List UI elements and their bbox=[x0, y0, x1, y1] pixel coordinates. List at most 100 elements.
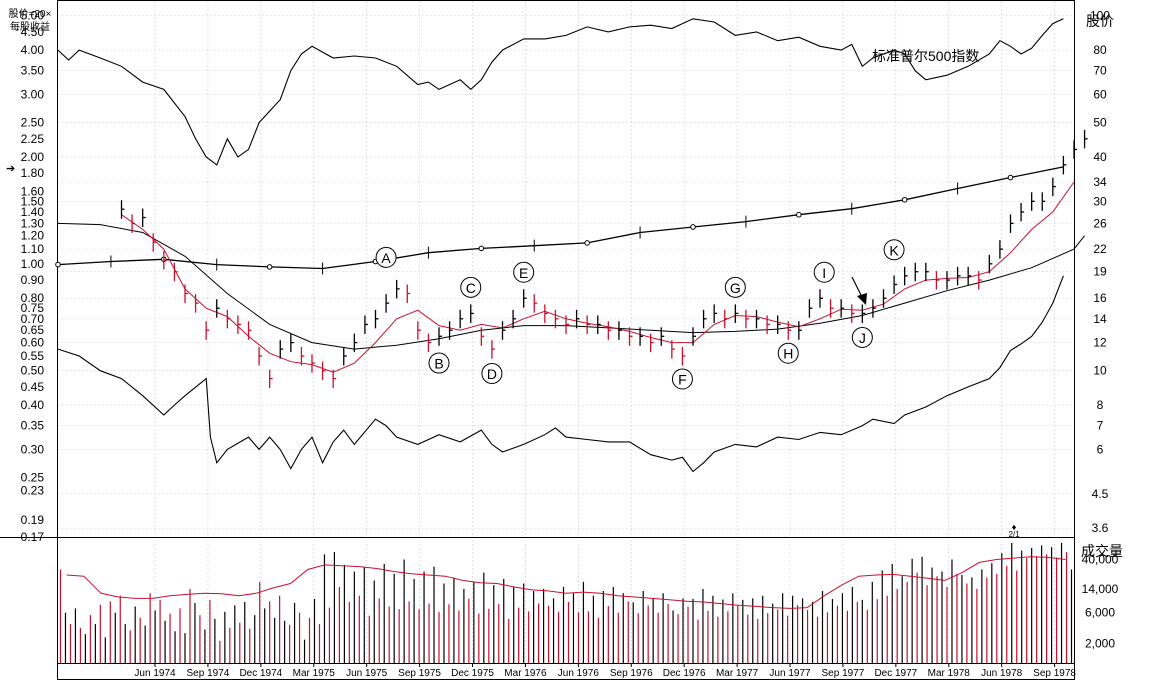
annotation-circle bbox=[460, 276, 482, 298]
x-tick-label: Jun 1978 bbox=[981, 668, 1023, 679]
left-tick-label: 1.20 bbox=[21, 229, 45, 243]
x-tick-label: Mar 1975 bbox=[293, 668, 336, 679]
left-tick-label: 0.75 bbox=[21, 301, 45, 315]
right-tick-label: 16 bbox=[1093, 291, 1107, 305]
annotation-label: A bbox=[381, 250, 391, 266]
right-tick-label: 8 bbox=[1097, 398, 1104, 412]
x-axis-ticks: Jun 1974 Sep 1974 Dec 1974 Mar 1975 Jun 1975… bbox=[134, 663, 1076, 679]
annotation-circle bbox=[513, 261, 535, 283]
annotation-label: B bbox=[434, 356, 443, 372]
left-tick-label: 0.17 bbox=[21, 530, 45, 544]
right-tick-label: 70 bbox=[1093, 64, 1107, 78]
annotation-circle bbox=[671, 368, 693, 390]
volume-title: 成交量 bbox=[1081, 543, 1123, 559]
k-arrow-head bbox=[857, 293, 867, 305]
left-tick-label: 1.50 bbox=[21, 194, 45, 208]
x-tick-label: Jun 1977 bbox=[769, 668, 811, 679]
volume-tick-label: 2,000 bbox=[1085, 637, 1115, 651]
x-tick-label: Sep 1976 bbox=[610, 668, 653, 679]
left-tick-label: 0.25 bbox=[21, 471, 45, 485]
moving-average-black bbox=[57, 222, 1085, 350]
eps-point bbox=[690, 224, 696, 230]
right-tick-label: 4.5 bbox=[1092, 487, 1109, 501]
left-tick-label: 0.50 bbox=[21, 364, 45, 378]
right-tick-label: 26 bbox=[1093, 216, 1107, 230]
k-arrow-shaft bbox=[851, 276, 863, 298]
left-tick-label: 0.19 bbox=[21, 513, 45, 527]
left-axis-arrow: ➔ bbox=[6, 163, 15, 175]
annotation-circle bbox=[851, 326, 873, 348]
left-tick-label: 1.10 bbox=[21, 242, 45, 256]
annotation-circle bbox=[883, 239, 905, 261]
vertical-gridlines bbox=[154, 1, 1055, 663]
volume-tick-label: 14,000 bbox=[1082, 582, 1119, 596]
x-tick-label: Mar 1976 bbox=[504, 668, 547, 679]
eps-point bbox=[478, 245, 485, 252]
annotation-label: J bbox=[859, 330, 866, 346]
right-tick-label: 34 bbox=[1093, 175, 1107, 189]
left-tick-label: 4.50 bbox=[21, 25, 45, 39]
right-tick-label: 12 bbox=[1093, 336, 1107, 350]
eps-point bbox=[901, 196, 908, 203]
annotation-label: I bbox=[822, 265, 826, 281]
left-tick-label: 4.00 bbox=[21, 43, 45, 57]
annotation-circle bbox=[375, 246, 397, 268]
right-tick-label: 60 bbox=[1093, 87, 1107, 101]
annotation-label: G bbox=[730, 280, 741, 296]
x-tick-label: Dec 1974 bbox=[239, 668, 282, 679]
left-tick-label: 0.35 bbox=[21, 419, 45, 433]
right-tick-label: 30 bbox=[1093, 194, 1107, 208]
x-tick-label: Mar 1977 bbox=[716, 668, 759, 679]
eps-point bbox=[584, 240, 590, 246]
volume-tick-label: 40,000 bbox=[1082, 552, 1119, 566]
left-tick-label: 3.00 bbox=[21, 87, 45, 101]
x-tick-label: Mar 1978 bbox=[928, 668, 971, 679]
marker-date: 2/1 bbox=[1008, 530, 1020, 539]
volume-tick-label: 6,000 bbox=[1085, 606, 1115, 620]
right-tick-label: 10 bbox=[1093, 364, 1107, 378]
left-tick-label: 3.50 bbox=[21, 64, 45, 78]
x-tick-label: Sep 1974 bbox=[187, 668, 230, 679]
annotation-circle bbox=[481, 362, 503, 384]
price-panel-frame bbox=[57, 0, 1075, 538]
right-tick-label: 14 bbox=[1093, 312, 1107, 326]
price-series bbox=[55, 18, 1088, 473]
left-tick-label: 2.50 bbox=[21, 116, 45, 130]
x-tick-label: Dec 1977 bbox=[874, 668, 917, 679]
left-tick-label: 1.40 bbox=[21, 205, 45, 219]
annotation-circle bbox=[813, 261, 835, 283]
sp500-index-label: 标准普尔500指数 bbox=[872, 48, 979, 64]
volume-axis-ticks: 40,000 14,000 6,000 2,000 bbox=[1082, 552, 1119, 650]
eps-point bbox=[55, 261, 61, 268]
right-tick-label: 80 bbox=[1093, 43, 1107, 57]
left-axis-header-line1: 股价=20× bbox=[9, 8, 52, 20]
x-tick-label: Jun 1975 bbox=[346, 668, 388, 679]
annotation-label: D bbox=[487, 366, 497, 382]
x-axis-frame bbox=[57, 663, 1075, 680]
left-tick-label: 0.70 bbox=[21, 312, 45, 326]
left-tick-label: 0.65 bbox=[21, 323, 45, 337]
left-tick-label: 1.00 bbox=[21, 257, 45, 271]
eps-point bbox=[266, 264, 273, 270]
eps-point bbox=[796, 211, 802, 218]
left-tick-label: 0.60 bbox=[21, 336, 45, 350]
right-tick-label: 50 bbox=[1093, 116, 1107, 130]
right-tick-label: 6 bbox=[1097, 442, 1104, 456]
annotation-circle bbox=[777, 342, 799, 364]
left-tick-label: 0.90 bbox=[21, 273, 45, 287]
volume-moving-average bbox=[66, 556, 1066, 609]
right-tick-label: 3.6 bbox=[1092, 521, 1109, 535]
right-tick-label: 19 bbox=[1093, 265, 1107, 279]
left-tick-label: 1.60 bbox=[21, 184, 45, 198]
right-axis-ticks: 100 80 70 60 50 40 34 30 26 22 19 16 14 12 10 8 7 6 4.5 3.6 bbox=[1090, 9, 1110, 535]
left-axis-header-line2: 每股收益 bbox=[10, 20, 50, 33]
x-tick-label: Dec 1976 bbox=[663, 668, 706, 679]
annotation-circle bbox=[724, 276, 746, 298]
moving-average-red bbox=[121, 181, 1075, 373]
annotation-label: H bbox=[783, 346, 793, 362]
annotation-label: C bbox=[466, 280, 476, 296]
x-tick-label: Sep 1977 bbox=[822, 668, 865, 679]
left-tick-label: 1.80 bbox=[21, 166, 45, 180]
left-tick-label: 5.00 bbox=[21, 9, 45, 23]
